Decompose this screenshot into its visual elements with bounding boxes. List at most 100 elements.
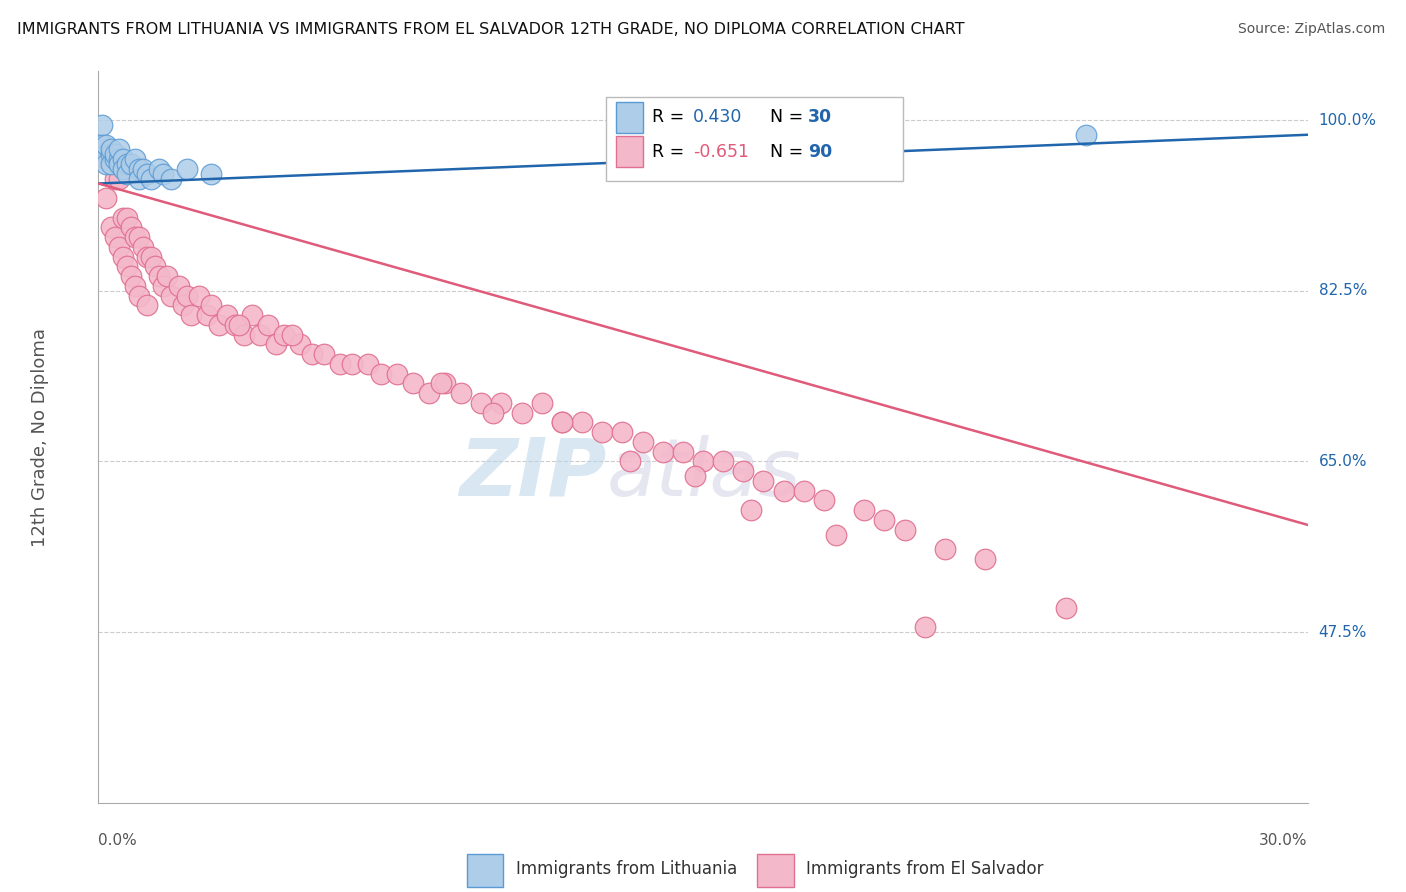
Point (530, 396, 553, 410)
Point (132, 161, 155, 176)
Point (180, 308, 202, 322)
Point (740, 503, 762, 517)
Point (176, 161, 198, 176)
FancyBboxPatch shape (616, 136, 643, 167)
Point (619, 454, 641, 468)
Text: N =: N = (769, 143, 808, 161)
Point (96, 157, 118, 171)
Point (135, 250, 157, 264)
Point (91, 142, 114, 156)
Text: 100.0%: 100.0% (1319, 112, 1376, 128)
Point (200, 167, 222, 181)
Point (357, 357, 380, 371)
Point (672, 444, 695, 458)
Point (115, 157, 138, 171)
Text: 12th Grade, No Diploma: 12th Grade, No Diploma (31, 327, 49, 547)
Point (103, 152, 125, 166)
Point (128, 288, 150, 302)
Text: 90: 90 (808, 143, 832, 161)
Point (120, 157, 142, 171)
Point (683, 469, 706, 483)
Point (167, 279, 190, 293)
Point (571, 416, 593, 430)
Point (249, 327, 271, 342)
Point (281, 327, 304, 342)
Point (385, 367, 408, 381)
Point (135, 298, 157, 312)
Text: atlas: atlas (606, 434, 801, 513)
Point (651, 444, 673, 458)
Point (402, 376, 425, 391)
Point (176, 288, 198, 302)
Point (120, 269, 142, 284)
Point (91, 118, 114, 132)
Point (329, 357, 352, 371)
Point (288, 337, 311, 351)
Text: 30: 30 (808, 109, 832, 127)
Point (510, 406, 533, 420)
Point (772, 483, 794, 498)
FancyBboxPatch shape (467, 854, 503, 887)
Point (733, 464, 755, 478)
Point (188, 288, 211, 302)
Point (232, 327, 254, 342)
Point (370, 367, 392, 381)
Point (551, 416, 574, 430)
Point (934, 542, 956, 557)
Point (96, 137, 118, 152)
Point (100, 142, 122, 156)
Point (434, 376, 457, 391)
Point (111, 152, 134, 166)
Point (139, 250, 162, 264)
Point (208, 318, 231, 332)
Point (132, 240, 155, 254)
Point (111, 250, 134, 264)
FancyBboxPatch shape (606, 97, 903, 181)
Point (103, 147, 125, 161)
Point (111, 211, 134, 225)
Point (107, 171, 129, 186)
Point (172, 298, 194, 312)
Point (107, 157, 129, 171)
Point (139, 171, 162, 186)
Point (115, 260, 138, 274)
Point (160, 288, 183, 302)
Point (128, 230, 150, 244)
Point (120, 220, 142, 235)
Point (418, 386, 440, 401)
Point (124, 230, 146, 244)
Point (752, 474, 775, 488)
Point (551, 416, 574, 430)
Point (813, 493, 835, 508)
Text: 47.5%: 47.5% (1319, 624, 1367, 640)
Point (107, 240, 129, 254)
Point (482, 406, 505, 420)
Point (974, 552, 997, 566)
Point (692, 454, 714, 468)
Point (100, 220, 122, 235)
Point (793, 483, 815, 498)
Point (200, 298, 222, 312)
Point (228, 318, 250, 332)
Point (612, 425, 634, 440)
Point (217, 308, 239, 322)
Text: R =: R = (652, 109, 690, 127)
Text: Immigrants from Lithuania: Immigrants from Lithuania (516, 860, 737, 878)
Text: ZIP: ZIP (458, 434, 606, 513)
Point (156, 269, 179, 284)
Point (107, 152, 129, 166)
Point (96, 147, 118, 161)
FancyBboxPatch shape (616, 102, 643, 133)
Point (124, 152, 146, 166)
Text: 82.5%: 82.5% (1319, 284, 1367, 298)
Point (893, 523, 915, 537)
Point (711, 454, 734, 468)
Text: Source: ZipAtlas.com: Source: ZipAtlas.com (1237, 22, 1385, 37)
Point (256, 318, 278, 332)
Text: Immigrants from El Salvador: Immigrants from El Salvador (806, 860, 1043, 878)
FancyBboxPatch shape (758, 854, 794, 887)
Point (314, 347, 336, 361)
Point (450, 386, 472, 401)
Point (825, 527, 848, 541)
Point (115, 211, 138, 225)
